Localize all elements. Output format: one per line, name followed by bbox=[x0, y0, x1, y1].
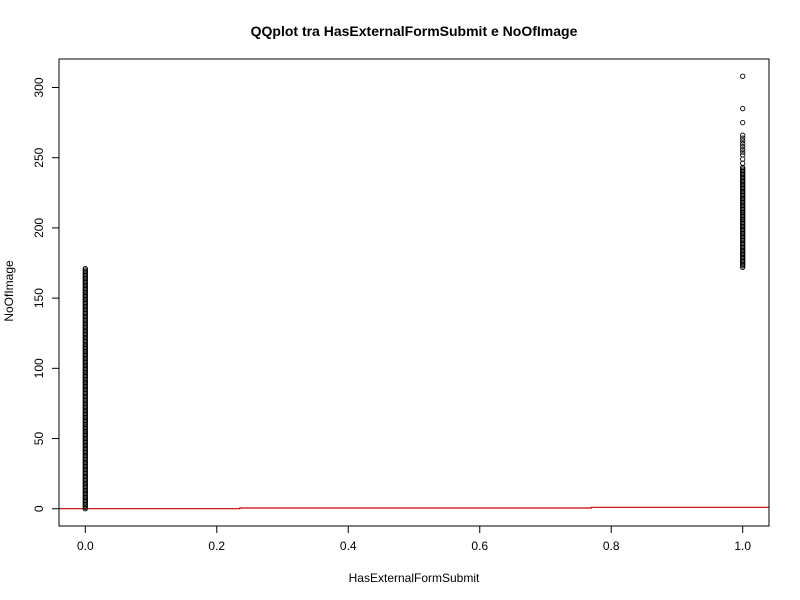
x-axis-label: HasExternalFormSubmit bbox=[349, 571, 480, 585]
data-point bbox=[740, 138, 746, 144]
y-axis-label: NoOfImage bbox=[2, 260, 16, 322]
data-point bbox=[740, 135, 746, 141]
data-point bbox=[740, 73, 746, 79]
data-point bbox=[740, 141, 746, 147]
y-tick-label: 100 bbox=[32, 358, 46, 378]
y-axis: 0 50 100 150 200 250 300 bbox=[32, 77, 60, 512]
y-tick-label: 250 bbox=[32, 147, 46, 167]
data-point bbox=[740, 156, 746, 162]
data-point bbox=[82, 265, 88, 272]
x-tick-label: 0.0 bbox=[77, 539, 94, 553]
data-point bbox=[740, 132, 746, 138]
y-tick-label: 300 bbox=[32, 77, 46, 97]
reference-line bbox=[59, 506, 769, 510]
chart-title: QQplot tra HasExternalFormSubmit e NoOfI… bbox=[251, 23, 578, 39]
reference-line-layer bbox=[59, 506, 769, 510]
data-point bbox=[740, 146, 746, 152]
x-tick-label: 1.0 bbox=[734, 539, 751, 553]
y-tick-label: 200 bbox=[32, 218, 46, 238]
data-point bbox=[740, 152, 746, 158]
data-point bbox=[740, 149, 746, 155]
data-points-layer bbox=[82, 73, 746, 512]
data-point bbox=[740, 105, 746, 112]
data-point bbox=[740, 160, 746, 166]
y-tick-label: 150 bbox=[32, 288, 46, 308]
x-tick-label: 0.4 bbox=[340, 539, 357, 553]
y-tick-label: 0 bbox=[32, 505, 46, 512]
data-point bbox=[740, 119, 746, 126]
x-tick-label: 0.6 bbox=[471, 539, 488, 553]
plot-box bbox=[58, 58, 770, 527]
data-point bbox=[740, 143, 746, 150]
x-tick-label: 0.2 bbox=[208, 539, 225, 553]
y-tick-label: 50 bbox=[32, 432, 46, 446]
x-axis: 0.0 0.2 0.4 0.6 0.8 1.0 bbox=[77, 525, 751, 553]
x-tick-label: 0.8 bbox=[603, 539, 620, 553]
